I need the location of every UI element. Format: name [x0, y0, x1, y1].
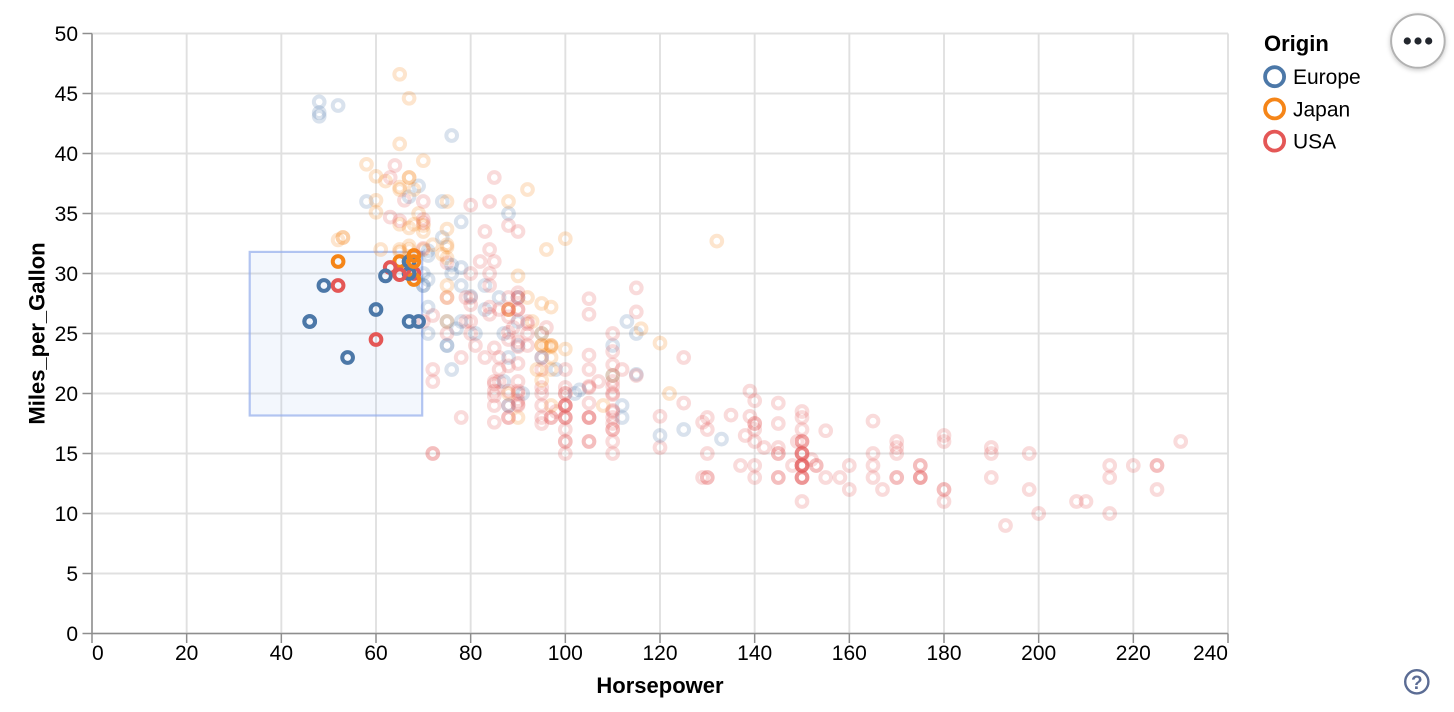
svg-text:200: 200 — [1021, 642, 1056, 665]
svg-text:5: 5 — [66, 563, 78, 586]
svg-text:40: 40 — [55, 143, 78, 166]
svg-text:120: 120 — [642, 642, 677, 665]
svg-text:20: 20 — [175, 642, 198, 665]
svg-text:Horsepower: Horsepower — [596, 673, 724, 698]
svg-text:220: 220 — [1116, 642, 1151, 665]
svg-text:100: 100 — [548, 642, 583, 665]
svg-text:0: 0 — [92, 642, 104, 665]
svg-text:160: 160 — [832, 642, 867, 665]
svg-text:40: 40 — [270, 642, 293, 665]
svg-text:180: 180 — [926, 642, 961, 665]
svg-text:15: 15 — [55, 443, 78, 466]
svg-text:25: 25 — [55, 323, 78, 346]
svg-text:60: 60 — [364, 642, 387, 665]
svg-text:30: 30 — [55, 263, 78, 286]
svg-text:Japan: Japan — [1293, 98, 1350, 121]
svg-text:Origin: Origin — [1264, 31, 1329, 56]
svg-text:140: 140 — [737, 642, 772, 665]
svg-text:Miles_per_Gallon: Miles_per_Gallon — [25, 242, 50, 424]
svg-text:35: 35 — [55, 203, 78, 226]
svg-text:10: 10 — [55, 503, 78, 526]
svg-text:50: 50 — [55, 23, 78, 46]
svg-text:USA: USA — [1293, 131, 1336, 154]
svg-text:240: 240 — [1193, 642, 1228, 665]
svg-text:45: 45 — [55, 83, 78, 106]
svg-text:Europe: Europe — [1293, 66, 1361, 89]
svg-text:80: 80 — [459, 642, 482, 665]
svg-text:?: ? — [1411, 673, 1423, 694]
svg-text:0: 0 — [66, 623, 78, 646]
svg-text:20: 20 — [55, 383, 78, 406]
